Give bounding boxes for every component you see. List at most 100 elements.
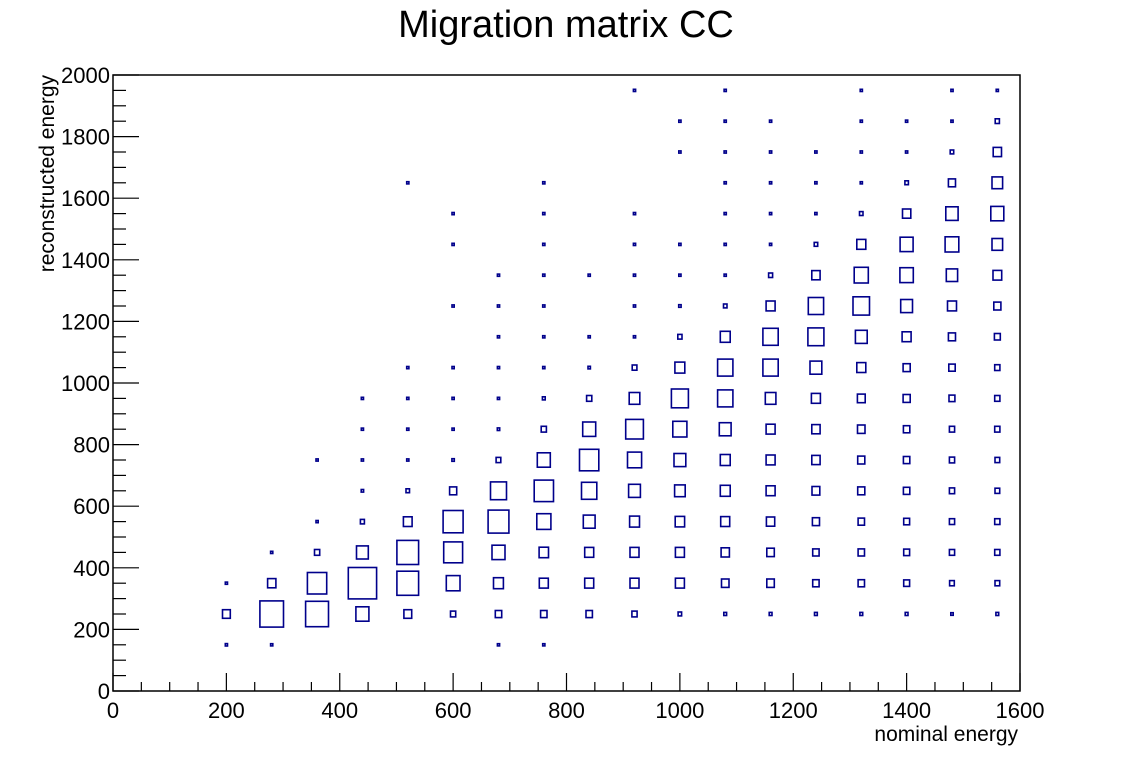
histogram-box: [629, 546, 640, 559]
x-tick-label: 1000: [655, 698, 704, 723]
histogram-box: [718, 421, 732, 437]
histogram-box: [949, 149, 955, 155]
histogram-box: [673, 484, 686, 498]
histogram-box: [811, 578, 820, 588]
histogram-box: [720, 546, 731, 558]
histogram-box: [492, 576, 505, 590]
histogram-box: [857, 548, 866, 557]
histogram-box: [813, 611, 819, 617]
histogram-box: [859, 119, 864, 124]
histogram-box: [992, 269, 1003, 281]
histogram-box: [360, 427, 365, 432]
histogram-box: [442, 509, 464, 534]
histogram-box: [359, 518, 366, 525]
histogram-box: [487, 509, 510, 534]
x-tick-label: 1600: [996, 698, 1045, 723]
histogram-box: [855, 238, 867, 251]
histogram-box: [854, 329, 869, 345]
histogram-box: [496, 334, 501, 339]
histogram-box: [628, 515, 641, 528]
histogram-box: [723, 88, 728, 93]
histogram-box: [581, 421, 597, 438]
histogram-box: [583, 546, 595, 559]
histogram-box: [396, 570, 420, 597]
y-tick-label: 800: [73, 433, 110, 458]
histogram-box: [992, 146, 1003, 158]
histogram-box: [451, 304, 456, 308]
histogram-box: [811, 485, 821, 496]
histogram-box: [451, 365, 456, 370]
histogram-box: [859, 88, 864, 93]
histogram-box: [904, 180, 910, 186]
histogram-box: [632, 273, 637, 278]
x-tick-label: 400: [321, 698, 358, 723]
histogram-box: [993, 548, 1001, 557]
histogram-box: [859, 180, 864, 185]
histogram-box: [765, 547, 776, 558]
histogram-box: [858, 210, 864, 217]
histogram-box: [541, 273, 546, 278]
histogram-box: [539, 609, 548, 619]
histogram-box: [541, 365, 546, 370]
histogram-box: [991, 237, 1004, 252]
histogram-box: [944, 206, 959, 222]
histogram-box: [807, 296, 825, 316]
histogram-box: [904, 150, 909, 154]
histogram-box: [813, 180, 818, 185]
histogram-box: [224, 581, 229, 586]
x-axis-label: nominal energy: [874, 723, 1018, 746]
histogram-box: [304, 600, 330, 628]
histogram-box: [221, 608, 232, 620]
histogram-box: [995, 88, 1000, 93]
histogram-box: [631, 610, 638, 618]
histogram-box: [767, 272, 774, 279]
histogram-box: [947, 178, 957, 188]
histogram-box: [448, 486, 458, 496]
histogram-box: [677, 242, 682, 247]
histogram-box: [405, 427, 410, 432]
histogram-box: [405, 180, 410, 185]
histogram-box: [536, 451, 552, 468]
histogram-box: [993, 425, 1001, 433]
y-tick-label: 1200: [61, 309, 110, 334]
histogram-box: [541, 242, 546, 247]
histogram-box: [355, 545, 370, 560]
histogram-box: [541, 211, 546, 216]
histogram-box: [396, 539, 420, 566]
plot-frame: [112, 74, 1021, 692]
histogram-box: [902, 579, 911, 588]
histogram-box: [810, 423, 821, 435]
histogram-box: [716, 389, 734, 408]
histogram-box: [811, 548, 820, 557]
histogram-box: [948, 487, 956, 495]
histogram-box: [719, 330, 731, 344]
histogram-box: [902, 548, 911, 557]
histogram-box: [360, 396, 365, 401]
histogram-box: [632, 334, 637, 339]
histogram-box: [904, 119, 909, 124]
histogram-box: [360, 458, 365, 462]
histogram-box: [676, 333, 683, 340]
histogram-box: [723, 180, 728, 185]
histogram-box: [402, 515, 413, 528]
histogram-box: [723, 242, 728, 247]
histogram-box: [491, 544, 506, 561]
histogram-box: [765, 516, 776, 527]
histogram-box: [994, 118, 1001, 125]
histogram-box: [677, 273, 682, 278]
histogram-box: [632, 211, 637, 216]
histogram-box: [856, 455, 866, 465]
histogram-box: [585, 609, 594, 619]
histogram-box: [496, 642, 501, 647]
histogram-box: [716, 358, 734, 377]
histogram-box: [902, 486, 911, 496]
histogram-box: [902, 517, 911, 526]
histogram-box: [489, 481, 508, 501]
histogram-box: [810, 269, 821, 281]
histogram-box: [269, 642, 274, 647]
histogram-box: [899, 266, 915, 284]
histogram-box: [496, 304, 501, 308]
x-tick-label: 0: [107, 698, 119, 723]
histogram-box: [765, 423, 776, 435]
